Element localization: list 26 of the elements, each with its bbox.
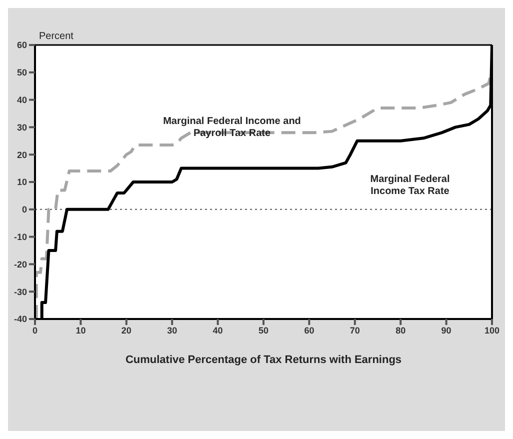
x-tick-label: 20 bbox=[121, 325, 132, 336]
x-axis-title: Cumulative Percentage of Tax Returns with Earnings bbox=[125, 354, 402, 366]
x-tick-label: 60 bbox=[304, 325, 314, 336]
y-tick-label: 20 bbox=[16, 150, 27, 160]
x-tick-label: 50 bbox=[258, 325, 269, 336]
annotation: Marginal Federal Income and Payroll Tax Rate bbox=[162, 116, 302, 140]
x-tick-label: 30 bbox=[167, 325, 178, 336]
y-tick-label: 0 bbox=[22, 204, 27, 215]
y-tick-label: 10 bbox=[16, 177, 27, 188]
x-tick-label: 100 bbox=[484, 325, 500, 336]
annotation: Marginal Federal Income Tax Rate bbox=[369, 174, 451, 198]
x-tick-label: 90 bbox=[441, 325, 452, 336]
y-tick-label: 40 bbox=[16, 94, 27, 105]
y-tick-label: 50 bbox=[16, 68, 27, 78]
x-tick-label: 10 bbox=[76, 325, 86, 336]
y-tick-label: 60 bbox=[16, 40, 27, 50]
x-tick-label: 70 bbox=[350, 325, 360, 336]
x-tick-label: 80 bbox=[396, 325, 406, 336]
y-axis-title: Percent bbox=[39, 31, 74, 42]
y-tick-label: -30 bbox=[14, 286, 27, 297]
x-tick-label: 0 bbox=[32, 325, 38, 336]
y-tick-label: -40 bbox=[14, 314, 27, 324]
y-tick-label: -10 bbox=[14, 232, 27, 242]
x-tick-label: 40 bbox=[212, 325, 223, 336]
y-tick-label: -20 bbox=[14, 259, 27, 270]
y-tick-label: 30 bbox=[16, 122, 27, 132]
